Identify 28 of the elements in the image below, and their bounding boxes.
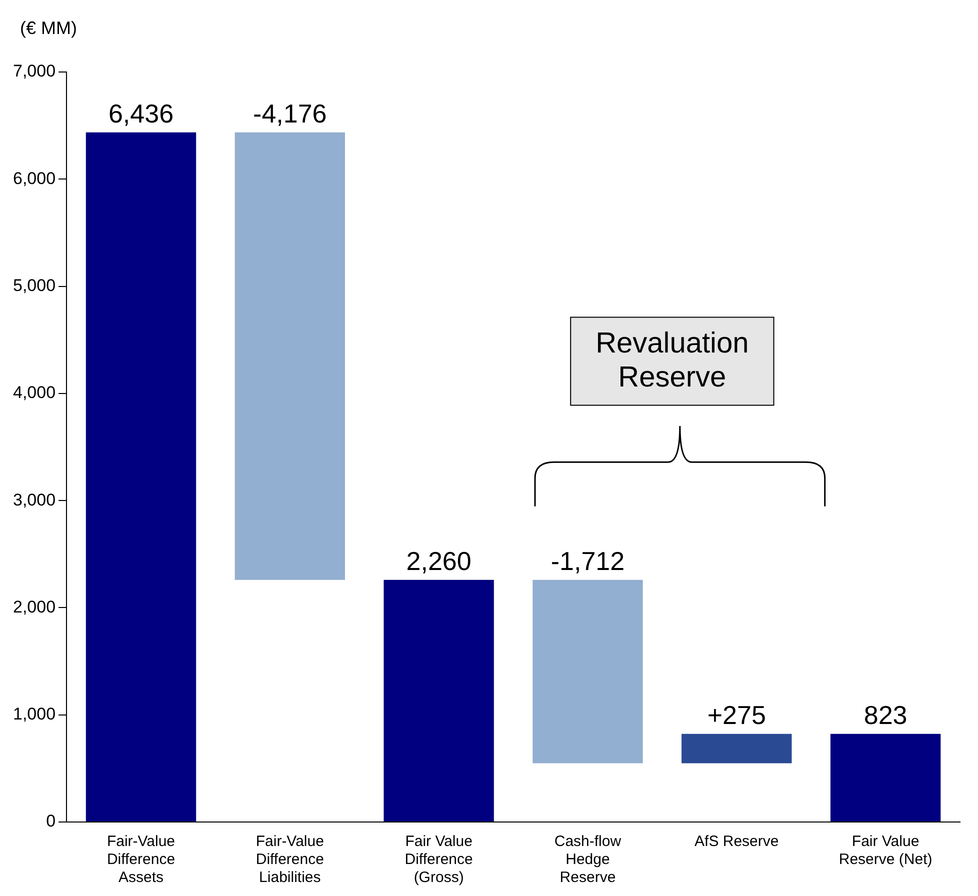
x-tick-label: Cash-flow Hedge Reserve [554,833,622,886]
data-label: +275 [707,700,766,730]
bar [384,580,494,822]
y-tick-label: 3,000 [12,490,56,510]
bar [830,734,941,822]
y-tick-label: 0 [46,812,56,831]
y-tick-label: 4,000 [12,383,56,402]
x-tick-label: Fair Value Reserve (Net) [838,833,932,868]
y-tick-label: 7,000 [12,62,56,81]
y-axis-title: (€ MM) [20,18,77,38]
y-tick-label: 6,000 [12,168,56,188]
data-label: 823 [864,700,908,730]
x-tick-label: Fair Value Difference (Gross) [404,833,473,886]
x-tick-label: Fair-Value Difference Assets [106,833,176,886]
x-tick-label: AfS Reserve [694,833,779,850]
annotation: Revaluation Reserve [596,327,749,394]
data-label: -1,712 [550,546,625,576]
bar [86,132,196,822]
data-label: -4,176 [253,98,327,129]
y-tick-label: 2,000 [12,597,56,616]
y-tick-label: 5,000 [12,276,56,295]
y-tick-label: 1,000 [12,704,56,724]
data-label: 2,260 [406,546,472,576]
x-tick-label: Fair-Value Difference Liabilities [256,833,324,886]
bar [682,734,792,764]
data-label: 6,436 [108,98,174,129]
bar [532,580,643,764]
bar [234,132,346,580]
